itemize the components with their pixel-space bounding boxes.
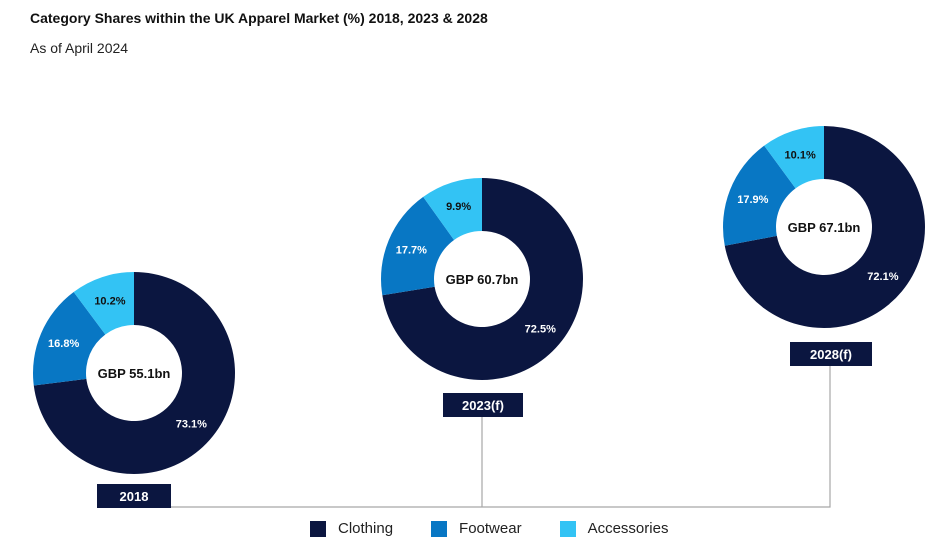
- slice-label-footwear: 16.8%: [48, 338, 79, 350]
- slice-label-footwear: 17.9%: [737, 194, 768, 206]
- slice-clothing: [33, 272, 236, 474]
- year-badge: [790, 342, 872, 366]
- legend-swatch-clothing: [310, 520, 326, 537]
- year-label: 2023(f): [462, 398, 504, 413]
- donut-2018: 73.1% 16.8% 10.2% GBP 55.1bn: [32, 272, 236, 474]
- year-label: 2018: [120, 489, 149, 504]
- slice-accessories: [764, 126, 824, 189]
- slice-clothing: [724, 126, 925, 328]
- legend-item-accessories: Accessories: [559, 520, 669, 537]
- slice-footwear: [32, 292, 106, 386]
- slice-label-accessories: 9.9%: [446, 201, 471, 213]
- market-size-label: GBP 55.1bn: [98, 366, 171, 381]
- slice-clothing: [382, 178, 583, 380]
- slice-label-accessories: 10.1%: [785, 149, 816, 161]
- legend-item-footwear: Footwear: [431, 520, 522, 537]
- year-badge: [443, 393, 523, 417]
- slice-label-clothing: 72.5%: [525, 324, 556, 336]
- chart-subtitle: As of April 2024: [30, 40, 129, 56]
- legend: Clothing Footwear Accessories: [310, 520, 706, 537]
- legend-swatch-footwear: [431, 520, 448, 537]
- market-size-label: GBP 60.7bn: [446, 272, 519, 287]
- year-label: 2028(f): [810, 347, 852, 362]
- donut-2028f: 72.1% 17.9% 10.1% GBP 67.1bn: [723, 126, 925, 328]
- year-badge: [97, 484, 171, 508]
- slice-label-footwear: 17.7%: [396, 245, 427, 257]
- slice-footwear: [380, 196, 455, 296]
- slice-label-clothing: 73.1%: [176, 419, 207, 431]
- slice-accessories: [73, 272, 134, 335]
- legend-label-footwear: Footwear: [459, 520, 522, 537]
- chart-title: Category Shares within the UK Apparel Ma…: [30, 10, 488, 26]
- legend-label-accessories: Accessories: [587, 520, 669, 537]
- donut-2023f: 72.5% 17.7% 9.9% GBP 60.7bn: [380, 178, 583, 380]
- legend-label-clothing: Clothing: [338, 520, 394, 537]
- legend-item-clothing: Clothing: [310, 520, 393, 537]
- slice-footwear: [723, 145, 796, 246]
- legend-swatch-accessories: [559, 520, 576, 537]
- slice-accessories: [423, 178, 482, 240]
- slice-label-accessories: 10.2%: [94, 295, 125, 307]
- slice-label-clothing: 72.1%: [867, 271, 898, 283]
- market-size-label: GBP 67.1bn: [788, 220, 861, 235]
- timeline-connector: [171, 366, 831, 508]
